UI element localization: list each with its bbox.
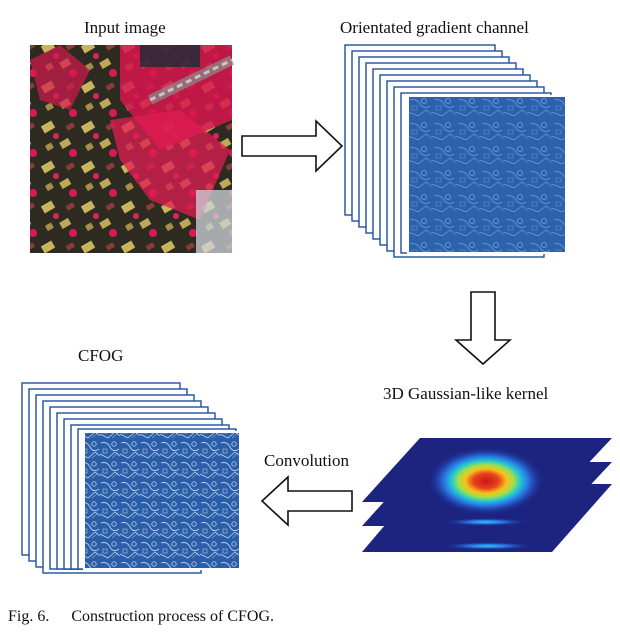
kernel-label: 3D Gaussian-like kernel xyxy=(383,384,549,403)
oriented-gradient-channel-label: Orientated gradient channel xyxy=(340,18,529,37)
input-aerial-image xyxy=(30,45,235,253)
caption-text: Construction process of CFOG. xyxy=(71,608,274,625)
figure-caption: Fig. 6. Construction process of CFOG. xyxy=(8,608,274,626)
convolution-label: Convolution xyxy=(264,451,350,470)
figure-number: Fig. 6. xyxy=(8,608,50,625)
arrow-left-icon xyxy=(260,475,353,527)
arrow-right-icon xyxy=(241,119,344,173)
arrow-down-icon xyxy=(453,291,513,366)
input-image-label: Input image xyxy=(84,18,166,37)
oriented-gradient-channel-stack xyxy=(344,44,567,258)
cfog-stack xyxy=(21,382,241,574)
cfog-label: CFOG xyxy=(78,346,124,365)
gaussian-kernel-3d xyxy=(362,438,612,552)
